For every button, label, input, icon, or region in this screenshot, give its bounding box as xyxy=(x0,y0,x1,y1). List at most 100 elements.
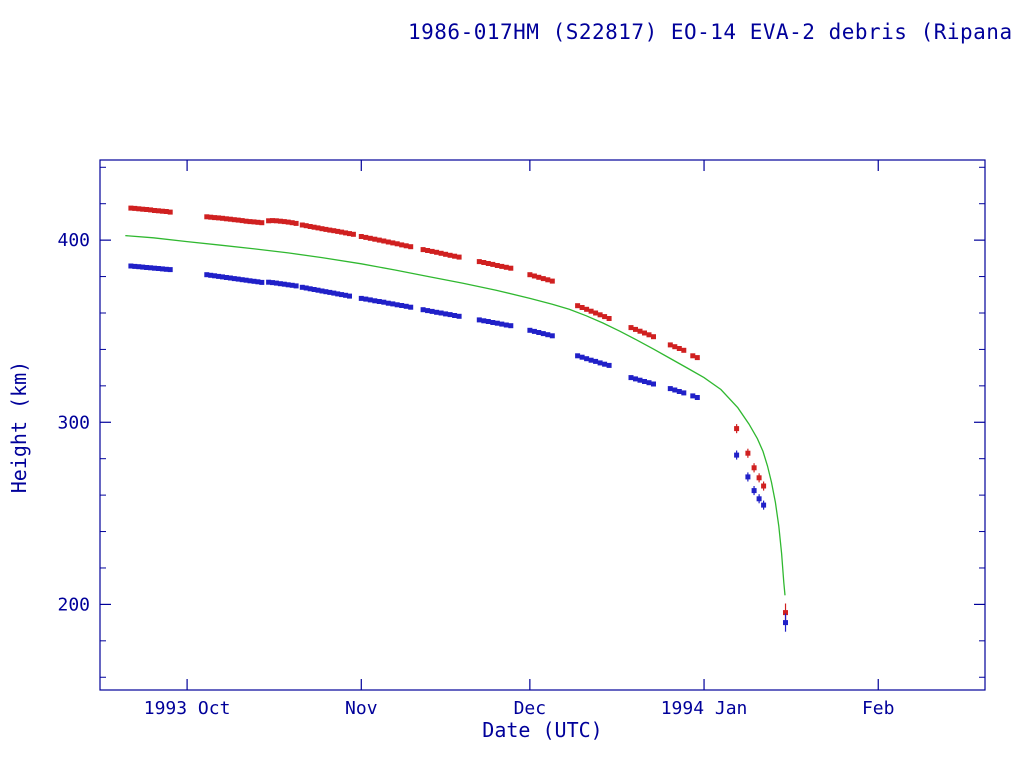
perigee-height-point xyxy=(148,265,154,271)
perigee-height-point xyxy=(633,376,638,382)
apogee-height-point xyxy=(381,238,387,244)
apogee-height-point xyxy=(128,205,134,211)
perigee-height-point xyxy=(315,287,321,293)
perigee-height-point xyxy=(536,330,542,335)
perigee-height-point xyxy=(216,273,222,279)
perigee-height-point xyxy=(347,293,352,299)
apogee-height-point xyxy=(255,219,261,225)
perigee-height-point xyxy=(642,379,647,384)
perigee-height-point xyxy=(167,267,173,273)
perigee-height-point xyxy=(667,386,673,392)
perigee-height-point xyxy=(503,322,509,328)
apogee-height-point xyxy=(408,244,414,250)
perigee-height-point xyxy=(204,272,210,278)
apogee-height-point xyxy=(204,214,210,220)
apogee-height-point xyxy=(651,334,656,340)
perigee-height-point xyxy=(690,393,696,399)
perigee-height-point xyxy=(227,275,233,281)
perigee-height-point xyxy=(251,278,257,284)
perigee-height-point xyxy=(277,281,283,287)
perigee-height-point xyxy=(385,300,391,306)
apogee-height-point xyxy=(485,261,491,266)
apogee-height-point xyxy=(239,218,245,224)
perigee-height-point xyxy=(247,278,253,284)
apogee-height-point xyxy=(273,218,279,224)
plot-frame xyxy=(99,159,986,691)
apogee-height-point xyxy=(299,222,305,228)
apogee-height-point xyxy=(672,344,678,350)
perigee-height-point xyxy=(327,289,333,295)
perigee-height-point xyxy=(273,280,279,286)
apogee-height-point xyxy=(690,353,696,359)
apogee-height-point xyxy=(452,253,458,259)
perigee-height-point xyxy=(549,333,555,339)
apogee-height-point xyxy=(602,314,608,320)
apogee-height-point xyxy=(531,273,537,279)
apogee-height-point xyxy=(335,228,341,234)
apogee-height-point xyxy=(527,272,533,278)
perigee-height-point xyxy=(235,276,241,282)
y-tick-label: 200 xyxy=(57,594,90,615)
x-tick-label: Dec xyxy=(514,698,547,719)
apogee-height-point xyxy=(503,264,509,270)
apogee-height-point xyxy=(694,355,700,361)
perigee-height-point xyxy=(646,380,652,386)
perigee-height-point xyxy=(140,264,146,270)
apogee-height-point xyxy=(152,208,157,213)
apogee-height-point xyxy=(285,219,291,225)
apogee-height-point xyxy=(231,217,237,223)
apogee-height-point xyxy=(508,265,514,271)
apogee-height-point xyxy=(343,230,349,236)
perigee-height-point xyxy=(381,299,387,305)
apogee-height-point xyxy=(540,276,546,282)
apogee-height-point xyxy=(761,483,767,489)
perigee-height-point xyxy=(545,332,551,338)
perigee-height-point xyxy=(155,266,161,271)
perigee-height-point xyxy=(420,307,426,313)
perigee-height-point xyxy=(163,266,169,272)
apogee-height-point xyxy=(323,226,329,232)
perigee-height-point xyxy=(255,279,261,285)
apogee-height-point xyxy=(148,207,154,213)
perigee-height-point xyxy=(132,263,138,269)
apogee-height-point xyxy=(606,316,612,321)
perigee-height-point xyxy=(588,357,594,363)
apogee-height-point xyxy=(208,214,214,220)
apogee-height-point xyxy=(311,224,317,230)
x-axis-title: Date (UTC) xyxy=(482,718,603,742)
perigee-height-point xyxy=(220,274,225,280)
perigee-height-point xyxy=(734,452,740,458)
apogee-height-point xyxy=(545,277,551,283)
perigee-height-point xyxy=(293,283,299,289)
perigee-height-point xyxy=(476,317,482,323)
apogee-height-point xyxy=(681,347,687,353)
x-tick-label: 1993 Oct xyxy=(144,698,231,719)
apogee-height-point xyxy=(281,219,287,225)
perigee-height-point xyxy=(579,354,585,360)
perigee-height-point xyxy=(527,327,533,333)
apogee-height-point xyxy=(363,234,369,240)
perigee-height-point xyxy=(307,286,313,292)
perigee-height-point xyxy=(285,282,291,288)
apogee-height-point xyxy=(420,247,426,253)
perigee-height-point xyxy=(494,320,500,326)
perigee-height-point xyxy=(270,280,275,286)
perigee-height-point xyxy=(783,620,788,626)
perigee-height-point xyxy=(231,276,237,282)
apogee-height-point xyxy=(637,328,643,334)
perigee-height-point xyxy=(593,358,599,364)
perigee-height-point xyxy=(628,375,634,381)
perigee-height-point xyxy=(212,273,218,279)
apogee-height-point xyxy=(499,263,505,269)
apogee-height-point xyxy=(315,225,321,231)
mean-height-model-line xyxy=(125,234,786,596)
chart-title: 1986-017HM (S22817) EO-14 EVA-2 debris (… xyxy=(408,20,1013,44)
apogee-height-point xyxy=(223,216,229,222)
perigee-height-point xyxy=(637,377,643,383)
perigee-height-point xyxy=(531,328,537,334)
apogee-height-point xyxy=(367,235,373,241)
apogee-height-point xyxy=(438,250,444,256)
apogee-height-point xyxy=(385,239,391,245)
